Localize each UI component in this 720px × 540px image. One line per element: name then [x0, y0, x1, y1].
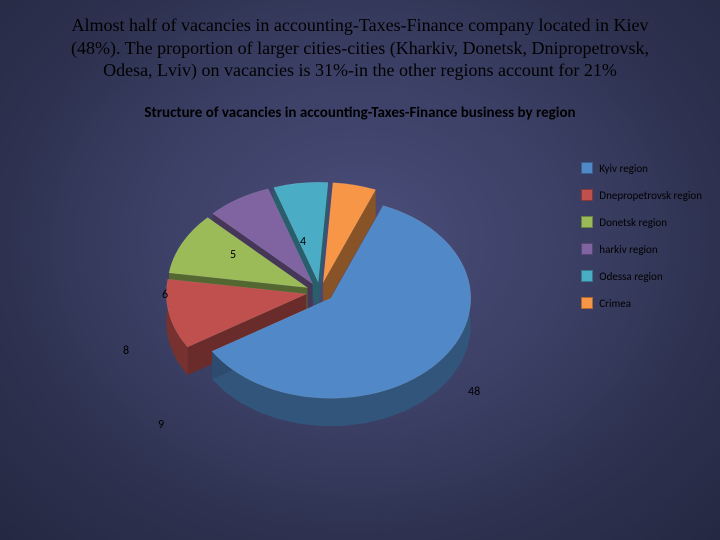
legend-swatch	[581, 162, 593, 174]
legend: Kyiv region Dnepropetrovsk region Donetsk …	[581, 162, 702, 324]
legend-item: harkiv region	[581, 243, 702, 256]
legend-label: Dnepropetrovsk region	[599, 189, 702, 202]
data-label: 4	[300, 235, 306, 249]
data-label: 48	[468, 385, 480, 399]
legend-label: Crimea	[599, 297, 631, 310]
legend-label: Kyiv region	[599, 162, 648, 175]
data-label: 5	[230, 248, 236, 262]
legend-swatch	[581, 297, 593, 309]
chart-title: Structure of vacancies in accounting-Tax…	[0, 104, 720, 122]
legend-label: Odessa region	[599, 270, 662, 283]
legend-item: Kyiv region	[581, 162, 702, 175]
legend-item: Dnepropetrovsk region	[581, 189, 702, 202]
legend-item: Crimea	[581, 297, 702, 310]
legend-item: Odessa region	[581, 270, 702, 283]
legend-label: harkiv region	[599, 243, 657, 256]
data-label: 9	[158, 418, 164, 432]
data-label: 6	[162, 288, 168, 302]
data-label: 8	[123, 344, 129, 358]
legend-swatch	[581, 216, 593, 228]
legend-swatch	[581, 270, 593, 282]
body-paragraph: Almost half of vacancies in accounting-T…	[0, 0, 720, 82]
legend-item: Donetsk region	[581, 216, 702, 229]
legend-swatch	[581, 189, 593, 201]
pie-graphic	[135, 132, 485, 462]
legend-swatch	[581, 243, 593, 255]
pie-chart: Kyiv region Dnepropetrovsk region Donetsk …	[0, 122, 720, 482]
legend-label: Donetsk region	[599, 216, 667, 229]
